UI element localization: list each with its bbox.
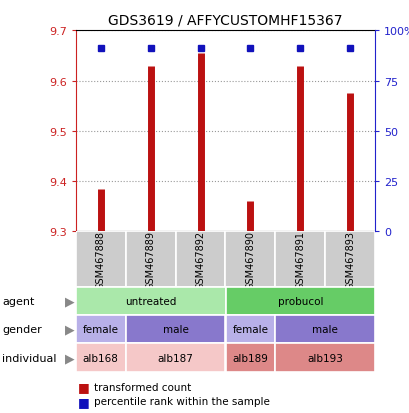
Text: ▶: ▶ (65, 295, 74, 308)
Text: female: female (232, 325, 268, 335)
Text: percentile rank within the sample: percentile rank within the sample (94, 396, 270, 406)
Text: probucol: probucol (277, 297, 322, 306)
Text: ■: ■ (78, 395, 90, 408)
Bar (324, 232, 374, 287)
Bar (275, 232, 324, 287)
Text: GSM467891: GSM467891 (294, 230, 305, 289)
Text: transformed count: transformed count (94, 382, 191, 392)
Bar (225, 232, 275, 287)
Text: alb168: alb168 (83, 353, 119, 363)
Text: female: female (83, 325, 119, 335)
Text: alb193: alb193 (307, 353, 342, 363)
Title: GDS3619 / AFFYCUSTOMHF15367: GDS3619 / AFFYCUSTOMHF15367 (108, 14, 342, 27)
Text: agent: agent (2, 297, 34, 306)
Text: alb189: alb189 (232, 353, 268, 363)
Text: alb187: alb187 (157, 353, 193, 363)
Text: GSM467888: GSM467888 (96, 230, 106, 289)
Text: male: male (312, 325, 337, 335)
Text: untreated: untreated (125, 297, 176, 306)
Text: gender: gender (2, 325, 42, 335)
Text: ▶: ▶ (65, 351, 74, 364)
Text: ▶: ▶ (65, 323, 74, 336)
Text: GSM467890: GSM467890 (245, 230, 255, 289)
Bar (126, 232, 175, 287)
Text: GSM467892: GSM467892 (195, 230, 205, 289)
Text: male: male (162, 325, 188, 335)
Bar (76, 232, 126, 287)
Bar (175, 232, 225, 287)
Text: ■: ■ (78, 380, 90, 393)
Text: individual: individual (2, 353, 56, 363)
Text: GSM467889: GSM467889 (145, 230, 155, 289)
Text: GSM467893: GSM467893 (344, 230, 354, 289)
